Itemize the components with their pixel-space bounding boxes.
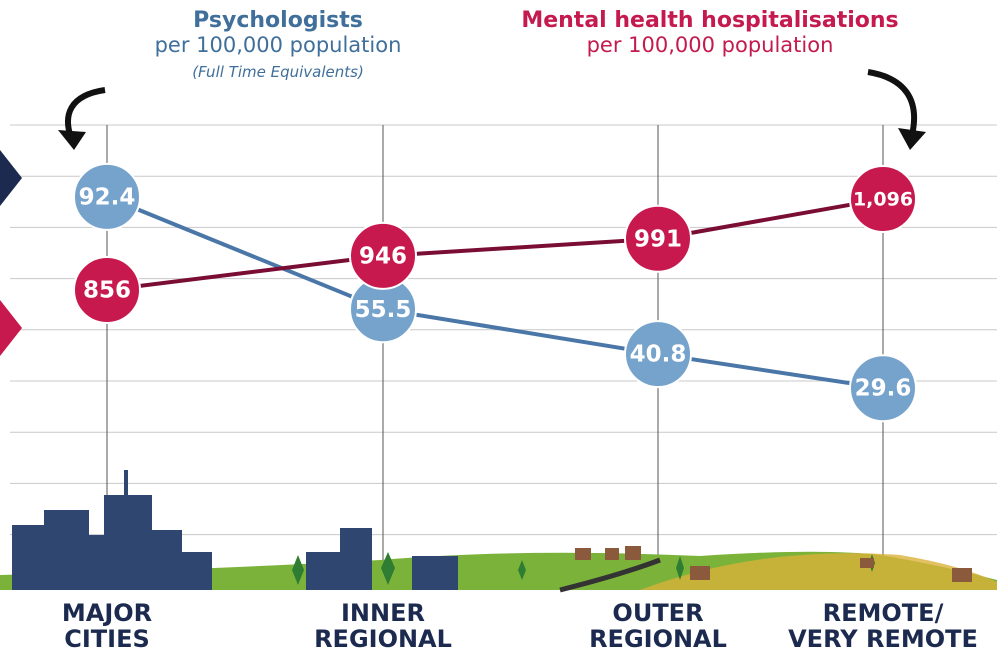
chart: 92.4 55.5 40.8 29.6 856 946 991 1,096	[0, 0, 997, 653]
x-tick-label: OUTER REGIONAL	[528, 600, 788, 652]
background	[0, 72, 997, 590]
data-label: 40.8	[630, 342, 687, 368]
data-label: 946	[359, 243, 407, 269]
data-label: 55.5	[355, 297, 412, 323]
series-name: Mental health hospitalisations	[480, 8, 940, 33]
series-unit: per 100,000 population	[68, 33, 488, 57]
series-name: Psychologists	[68, 8, 488, 33]
infographic: 92.4 55.5 40.8 29.6 856 946 991 1,096 Psycholog…	[0, 0, 997, 653]
series-header: Psychologists per 100,000 population (Fu…	[68, 8, 488, 81]
series-line	[107, 197, 883, 388]
series-note: (Full Time Equivalents)	[68, 63, 488, 81]
x-tick-label: INNER REGIONAL	[253, 600, 513, 652]
data-label: 29.6	[855, 376, 912, 402]
x-tick-label: MAJOR CITIES	[0, 600, 237, 652]
series-unit: per 100,000 population	[480, 33, 940, 57]
data-label: 1,096	[853, 188, 913, 210]
data-label: 92.4	[79, 184, 136, 210]
data-label: 856	[83, 277, 131, 303]
x-tick-label: REMOTE/ VERY REMOTE	[753, 600, 997, 652]
data-label: 991	[634, 226, 682, 252]
series-header: Mental health hospitalisations per 100,0…	[480, 8, 940, 57]
